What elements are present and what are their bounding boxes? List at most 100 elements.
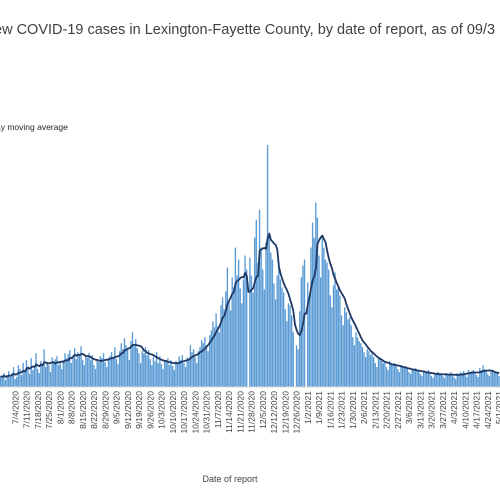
daily-case-bar xyxy=(135,339,137,387)
daily-case-bar xyxy=(226,267,229,387)
daily-case-bar xyxy=(384,362,386,387)
daily-case-bar xyxy=(477,377,479,387)
daily-case-bar xyxy=(424,372,426,387)
daily-case-bar xyxy=(106,367,108,387)
daily-case-bar xyxy=(59,361,61,387)
daily-case-bar xyxy=(62,360,65,387)
daily-case-bar xyxy=(363,352,365,387)
daily-case-bar xyxy=(209,335,211,387)
daily-case-bar xyxy=(173,370,175,387)
daily-case-bar xyxy=(307,282,309,387)
daily-case-bar xyxy=(77,352,79,387)
daily-case-bar xyxy=(348,317,351,387)
daily-case-bar xyxy=(334,272,336,387)
daily-case-bar xyxy=(73,348,76,387)
daily-case-bar xyxy=(427,370,430,387)
daily-case-bar xyxy=(78,354,81,387)
x-tick-label: 12/12/2020 xyxy=(269,391,279,434)
daily-case-bar xyxy=(469,372,471,387)
daily-case-bar xyxy=(186,357,188,387)
daily-case-bar xyxy=(324,259,327,387)
daily-case-bar xyxy=(440,373,442,387)
daily-case-bar xyxy=(237,259,240,387)
daily-case-bar xyxy=(297,349,299,387)
daily-case-bar xyxy=(236,275,238,387)
x-tick-label: 11/28/2020 xyxy=(247,391,257,433)
daily-case-bar xyxy=(175,361,177,387)
daily-case-bar xyxy=(46,362,48,387)
daily-case-bar xyxy=(313,237,315,387)
daily-case-bar xyxy=(178,356,180,387)
daily-case-bar xyxy=(70,363,73,387)
x-axis-title: Date of report xyxy=(202,474,258,484)
daily-case-bar xyxy=(263,289,266,387)
daily-case-bar xyxy=(432,378,434,387)
daily-case-bar xyxy=(321,235,323,387)
daily-case-bar xyxy=(339,295,341,387)
daily-case-bar xyxy=(337,287,339,387)
x-tick-label: 8/1/2020 xyxy=(55,391,65,424)
daily-case-bar xyxy=(435,374,438,387)
daily-case-bar xyxy=(40,361,42,387)
daily-case-bar xyxy=(147,350,150,387)
daily-case-bar xyxy=(273,283,275,387)
daily-case-bar xyxy=(184,367,187,387)
daily-case-bar xyxy=(295,345,298,387)
daily-case-bar xyxy=(30,358,32,387)
chart-title: ew COVID-19 cases in Lexington-Fayette C… xyxy=(0,22,495,38)
daily-case-bar xyxy=(168,365,171,387)
daily-case-bar xyxy=(191,352,193,387)
daily-case-bar xyxy=(165,362,167,387)
daily-case-bar xyxy=(490,370,492,387)
daily-case-bar xyxy=(483,369,486,387)
daily-case-bar xyxy=(22,363,24,387)
daily-case-bar xyxy=(131,332,134,387)
x-tick-label: 1/23/2021 xyxy=(337,391,347,429)
x-tick-label: 8/8/2020 xyxy=(67,391,77,424)
daily-case-bar xyxy=(154,361,156,387)
daily-case-bar xyxy=(464,375,466,387)
daily-case-bar xyxy=(244,255,246,387)
daily-case-bar xyxy=(281,287,283,387)
daily-case-bar xyxy=(358,341,360,387)
daily-case-bar xyxy=(474,372,476,387)
daily-case-bar xyxy=(245,269,248,387)
daily-case-bar xyxy=(189,345,192,387)
daily-case-bar xyxy=(385,367,388,387)
x-tick-label: 7/18/2020 xyxy=(33,391,43,429)
x-tick-label: 1/9/2021 xyxy=(314,391,324,424)
daily-case-bar xyxy=(371,353,373,387)
daily-case-bar xyxy=(61,369,63,387)
daily-case-bar xyxy=(239,288,241,387)
daily-case-bar xyxy=(442,376,444,387)
daily-case-bar xyxy=(342,325,344,387)
daily-case-bar xyxy=(480,370,483,387)
x-tick-label: 2/27/2021 xyxy=(393,391,403,429)
daily-case-bar xyxy=(495,372,497,387)
x-tick-label: 9/12/2020 xyxy=(123,391,133,429)
x-tick-label: 10/3/2020 xyxy=(157,391,167,429)
daily-case-bar xyxy=(278,265,280,387)
daily-case-bar xyxy=(205,345,208,387)
daily-case-bar xyxy=(196,363,198,387)
daily-case-bar xyxy=(262,269,264,387)
x-tick-label: 11/21/2020 xyxy=(235,391,245,433)
daily-case-bar xyxy=(163,360,166,387)
daily-case-bar xyxy=(38,373,40,387)
daily-case-bar xyxy=(146,355,148,387)
daily-case-bar xyxy=(102,353,105,387)
daily-case-bar xyxy=(446,374,449,387)
daily-case-bar xyxy=(181,355,184,387)
daily-case-bar xyxy=(88,353,90,387)
daily-case-bar xyxy=(160,364,163,387)
daily-case-bar xyxy=(36,369,39,387)
daily-case-bar xyxy=(326,262,328,387)
daily-case-bar xyxy=(400,365,402,387)
x-tick-label: 12/19/2020 xyxy=(280,391,290,434)
daily-case-bar xyxy=(409,374,412,387)
daily-case-bar xyxy=(90,360,92,387)
daily-case-bar xyxy=(199,347,201,387)
daily-case-bar xyxy=(459,372,462,387)
x-tick-labels: 7/4/2020 7/11/2020 7/18/2020 7/25/2020 8/1/2… xyxy=(10,391,500,434)
daily-case-bar xyxy=(292,332,294,387)
